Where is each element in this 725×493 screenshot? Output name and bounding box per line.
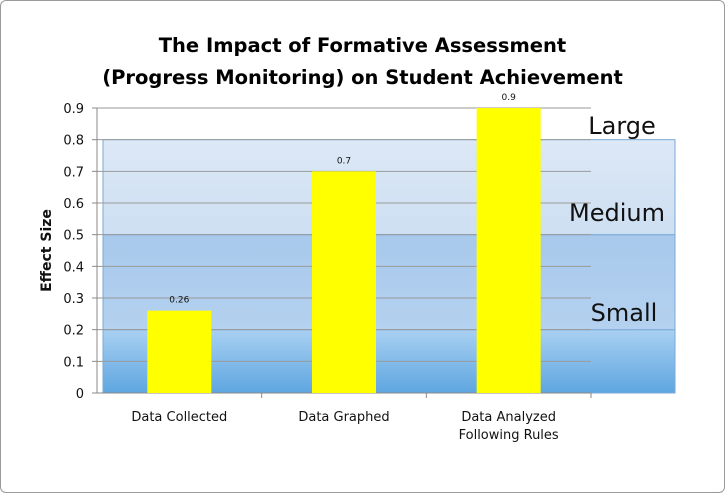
y-tick-label: 0.6 xyxy=(63,197,84,212)
data-label: 0.26 xyxy=(169,296,189,306)
y-tick-label: 0.4 xyxy=(63,260,84,275)
y-tick-label: 0.5 xyxy=(63,229,84,244)
y-tick-label: 0.1 xyxy=(63,355,84,370)
band-label-large: Large xyxy=(588,112,656,140)
y-tick-label: 0.2 xyxy=(63,324,84,339)
bar xyxy=(312,171,376,393)
y-tick-label: 0.9 xyxy=(63,102,84,117)
bars-layer xyxy=(147,108,541,393)
chart-title-line-2: (Progress Monitoring) on Student Achieve… xyxy=(102,66,623,89)
chart-title: The Impact of Formative Assessment (Prog… xyxy=(0,30,725,94)
y-tick-label: 0.7 xyxy=(63,165,84,180)
text-layer: 0 0.1 0.2 0.3 0.4 0.5 0.6 0.7 0.8 0.9 0.26 Data Col… xyxy=(39,93,559,443)
y-tick-label: 0.3 xyxy=(63,292,84,307)
x-tick-label: Data Graphed xyxy=(298,410,389,425)
x-tick-label: Data Collected xyxy=(131,410,227,425)
bar xyxy=(476,108,541,393)
band-label-medium: Medium xyxy=(569,199,665,227)
band-label-small: Small xyxy=(591,299,658,327)
x-tick-label: Data Analyzed xyxy=(461,410,556,425)
bar xyxy=(147,310,212,393)
band-labels-layer: Small Medium Large xyxy=(569,112,665,327)
y-tick-label: 0 xyxy=(76,387,84,402)
data-label: 0.7 xyxy=(337,156,351,166)
band-large xyxy=(102,139,676,236)
data-label: 0.9 xyxy=(502,93,517,103)
chart-title-line-1: The Impact of Formative Assessment xyxy=(158,34,567,57)
y-tick-label: 0.8 xyxy=(63,134,84,149)
x-tick-label: Following Rules xyxy=(459,428,559,443)
y-axis-label: Effect Size xyxy=(39,209,55,292)
